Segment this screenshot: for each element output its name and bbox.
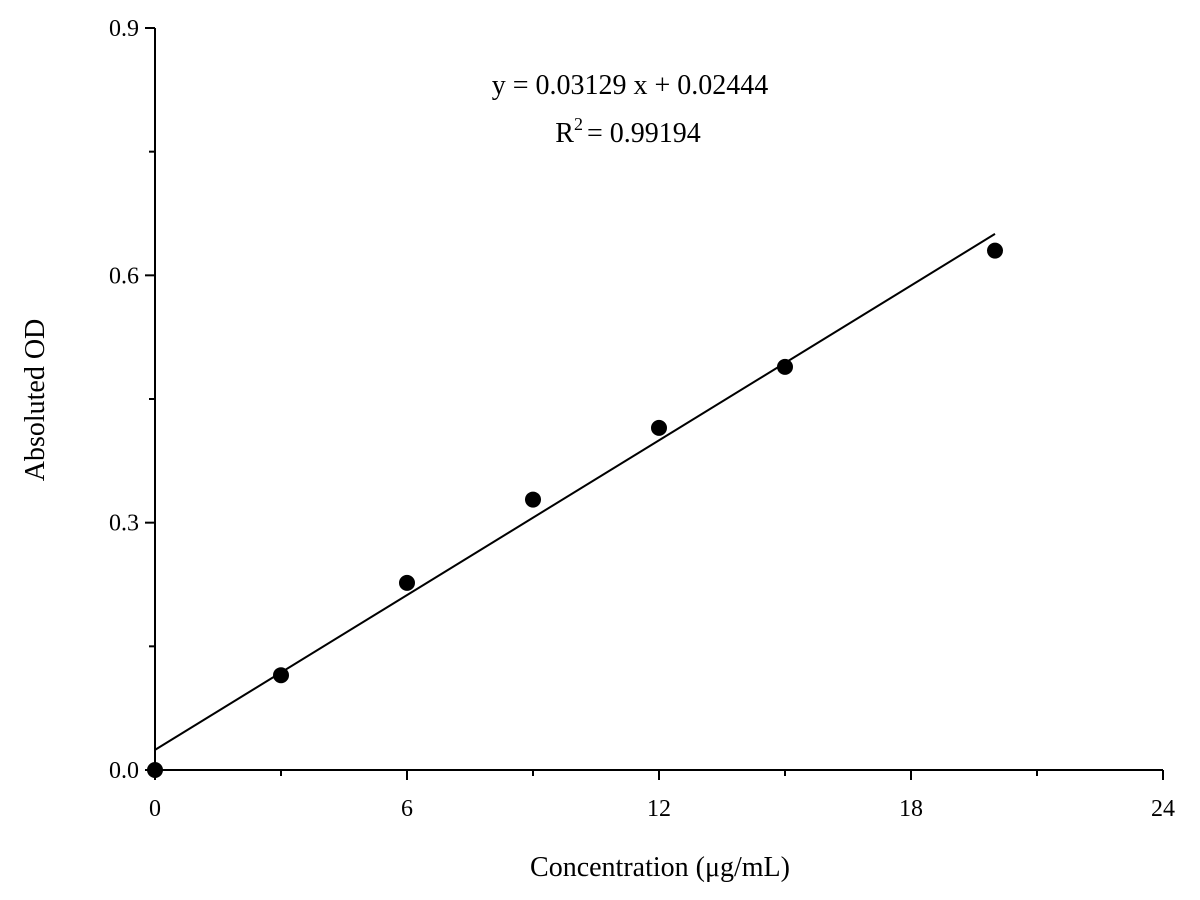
data-point <box>651 419 667 436</box>
data-point <box>525 491 541 508</box>
r-squared-value: = 0.99194 <box>587 118 701 149</box>
svg-text:R2= 0.99194: R2 = 0.99194 <box>555 114 700 149</box>
x-tick-label: 6 <box>401 796 413 822</box>
r-squared-superscript: 2 <box>574 114 583 134</box>
r-squared-prefix: R <box>555 118 574 149</box>
fit-line-group <box>154 233 996 751</box>
r-squared-label: R2 = 0.99194 <box>555 114 700 149</box>
y-axis-title: Absoluted OD <box>20 319 51 482</box>
y-tick-label: 0.9 <box>109 16 139 42</box>
data-points <box>147 242 1003 778</box>
x-tick-label: 0 <box>149 796 161 822</box>
y-tick-label: 0.3 <box>109 511 139 537</box>
data-point <box>147 762 163 778</box>
data-point <box>777 358 793 375</box>
x-axis-title: Concentration (μg/mL) <box>530 852 790 883</box>
data-point <box>987 242 1003 259</box>
data-point <box>399 574 415 591</box>
x-tick-label: 18 <box>899 796 923 822</box>
axes <box>145 27 1164 780</box>
data-point <box>273 667 289 684</box>
y-tick-label: 0.6 <box>109 263 139 289</box>
fit-line <box>154 233 996 751</box>
equation-label: y = 0.03129 x + 0.02444 <box>492 70 769 101</box>
y-tick-label: 0.0 <box>109 758 139 784</box>
x-tick-label: 24 <box>1151 796 1175 822</box>
tick-labels: 0 6 12 18 24 0.0 0.3 0.6 0.9 <box>109 16 1175 822</box>
x-tick-label: 12 <box>647 796 671 822</box>
